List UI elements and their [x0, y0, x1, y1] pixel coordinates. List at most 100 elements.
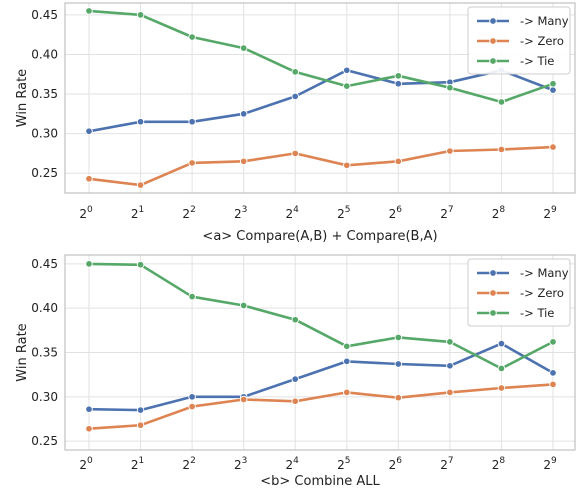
data-point — [343, 388, 351, 397]
legend-marker — [489, 269, 497, 277]
data-point — [446, 83, 454, 92]
x-axis-title: <a> Compare(A,B) + Compare(B,A) — [202, 229, 437, 244]
y-tick-label: 0.30 — [31, 390, 58, 404]
legend: -> Many -> Zero -> Tie — [467, 258, 571, 327]
data-point — [446, 362, 454, 370]
data-point — [136, 406, 145, 414]
x-tick-label: 25 — [337, 205, 350, 221]
plot-frame — [64, 254, 576, 451]
data-point — [291, 68, 299, 76]
series-line-1 — [87, 342, 555, 412]
x-tick-label: 27 — [440, 205, 453, 221]
x-tick-label: 28 — [492, 205, 506, 221]
data-point — [549, 380, 557, 389]
data-point — [136, 181, 145, 189]
data-point — [85, 260, 93, 268]
data-point — [497, 364, 506, 373]
y-tick-label: 0.35 — [31, 87, 58, 101]
data-point — [394, 79, 403, 88]
data-point — [239, 157, 248, 166]
data-point — [497, 98, 506, 106]
data-point — [446, 388, 454, 397]
data-point — [497, 384, 506, 392]
data-point — [343, 357, 351, 366]
series-line-1 — [87, 69, 555, 133]
data-point — [549, 369, 557, 377]
legend-label: -> Tie — [520, 306, 554, 320]
series-line-2 — [87, 383, 555, 431]
x-tick-label: 27 — [440, 456, 453, 472]
data-point — [188, 33, 196, 41]
data-point — [291, 149, 299, 158]
x-tick-label: 21 — [131, 456, 144, 472]
x-tick-label: 26 — [389, 456, 403, 472]
data-point — [188, 292, 196, 301]
legend-marker — [489, 289, 497, 297]
y-tick-label: 0.25 — [31, 434, 58, 448]
data-point — [343, 161, 351, 170]
x-tick-label: 29 — [543, 456, 557, 472]
series-line-3 — [87, 9, 555, 104]
data-point — [291, 397, 299, 406]
legend-label: -> Many — [520, 14, 569, 28]
data-point — [291, 92, 299, 101]
data-point — [394, 360, 403, 368]
x-tick-label: 22 — [182, 456, 195, 472]
y-tick-label: 0.40 — [31, 301, 58, 315]
x-tick-label: 24 — [286, 456, 300, 472]
data-point — [239, 395, 248, 404]
series-line-3 — [87, 262, 555, 370]
data-point — [343, 82, 351, 90]
x-tick-label: 25 — [337, 456, 350, 472]
data-point — [85, 424, 93, 433]
legend-marker — [489, 57, 497, 65]
data-point — [239, 110, 248, 118]
data-point — [291, 375, 299, 383]
data-point — [136, 261, 145, 269]
y-axis-title: Win Rate — [15, 69, 30, 127]
data-point — [549, 86, 557, 94]
x-tick-label: 22 — [182, 205, 195, 221]
data-point — [188, 393, 196, 401]
legend-label: -> Many — [520, 266, 569, 280]
y-tick-label: 0.45 — [31, 8, 58, 22]
y-tick-label: 0.40 — [31, 47, 58, 61]
chart-panel-2: 0.25 0.30 0.35 0.40 0.45 20 21 22 23 24 25 26 27 28 29… — [15, 254, 576, 489]
data-point — [394, 333, 403, 342]
data-point — [136, 117, 145, 126]
data-point — [85, 127, 93, 135]
y-tick-label: 0.30 — [31, 127, 58, 141]
data-point — [549, 79, 557, 88]
data-point — [446, 338, 454, 346]
x-axis-title: <b> Combine ALL — [260, 474, 380, 489]
legend-label: -> Tie — [520, 54, 554, 68]
data-point — [497, 339, 506, 348]
x-tick-label: 23 — [234, 205, 247, 221]
data-point — [549, 338, 557, 346]
data-point — [188, 117, 196, 126]
x-tick-label: 23 — [234, 456, 247, 472]
data-point — [188, 402, 196, 411]
data-point — [239, 301, 248, 310]
data-point — [394, 157, 403, 166]
plot-frame — [64, 2, 576, 194]
data-point — [136, 421, 145, 429]
data-point — [188, 159, 196, 167]
legend-marker — [489, 17, 497, 25]
data-point — [497, 145, 506, 154]
y-tick-label: 0.45 — [31, 257, 58, 271]
data-point — [394, 72, 403, 80]
data-point — [136, 11, 145, 19]
data-point — [446, 147, 454, 155]
legend-label: -> Zero — [520, 34, 564, 48]
x-tick-label: 21 — [131, 205, 144, 221]
y-axis-title: Win Rate — [15, 323, 30, 381]
legend: -> Many -> Zero -> Tie — [467, 6, 571, 75]
legend-marker — [489, 37, 497, 45]
data-point — [549, 143, 557, 151]
data-point — [343, 342, 351, 351]
data-point — [291, 315, 299, 324]
x-tick-label: 24 — [286, 205, 300, 221]
x-tick-label: 20 — [79, 205, 93, 221]
